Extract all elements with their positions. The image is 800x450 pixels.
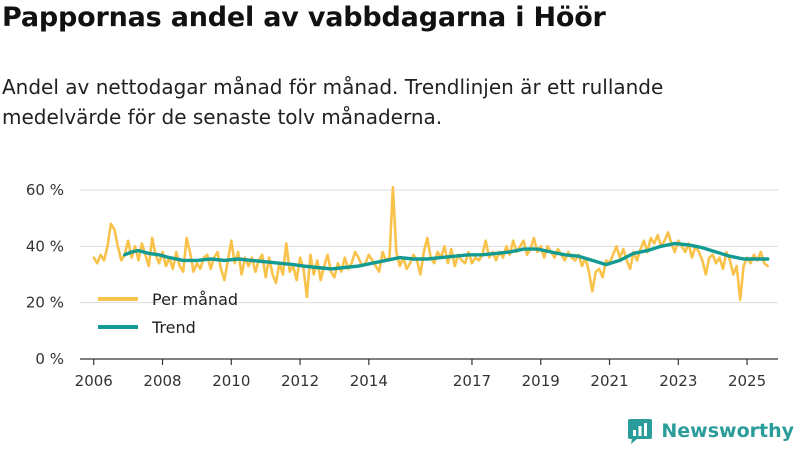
legend: Per månad Trend — [98, 290, 238, 337]
brand: Newsworthy — [625, 417, 794, 445]
x-tick-label: 2021 — [590, 372, 628, 390]
x-tick-label: 2019 — [522, 372, 560, 390]
y-tick-label: 40 % — [26, 237, 64, 255]
legend-label-per-manad: Per månad — [152, 290, 238, 309]
y-tick-label: 60 % — [26, 181, 64, 199]
legend-label-trend: Trend — [151, 318, 196, 337]
brand-name: Newsworthy — [661, 420, 794, 442]
x-tick-label: 2014 — [350, 372, 388, 390]
x-tick-label: 2006 — [75, 372, 113, 390]
series-line-trend — [123, 241, 770, 271]
chart-subtitle: Andel av nettodagar månad för månad. Tre… — [2, 75, 664, 129]
y-axis: 0 % 20 % 40 % 60 % — [26, 181, 64, 368]
series-group — [92, 185, 770, 302]
y-tick-label: 20 % — [26, 294, 64, 312]
chart-title: Pappornas andel av vabbdagarna i Höör — [2, 2, 606, 33]
newsworthy-logo-icon — [628, 419, 653, 444]
x-tick-label: 2023 — [659, 372, 697, 390]
x-tick-label: 2008 — [143, 372, 181, 390]
x-tick-label: 2010 — [212, 372, 250, 390]
x-tick-label: 2017 — [453, 372, 491, 390]
x-axis: 2006 2008 2010 2012 2014 2017 2019 2021 2023 2025 — [75, 358, 778, 390]
x-tick-label: 2025 — [728, 372, 766, 390]
y-tick-label: 0 % — [35, 350, 64, 368]
x-tick-label: 2012 — [281, 372, 319, 390]
